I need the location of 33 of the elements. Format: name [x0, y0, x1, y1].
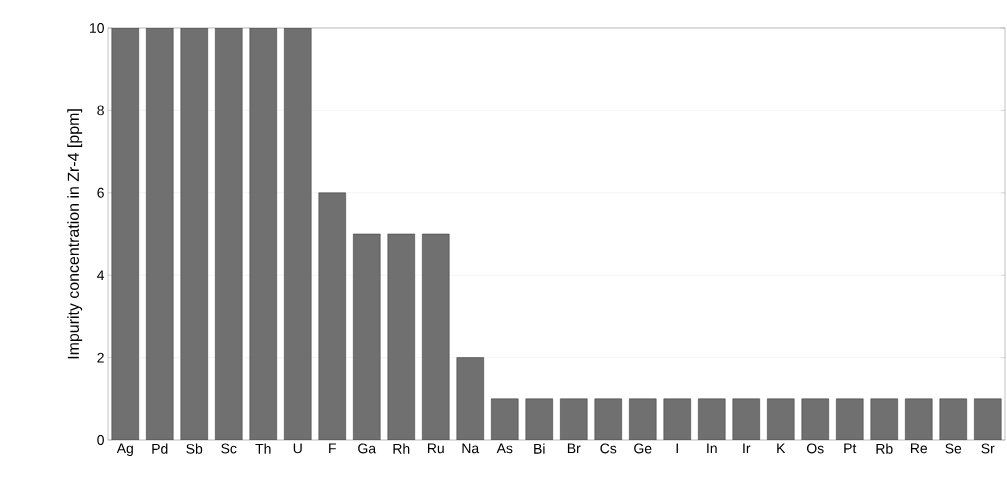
- x-tick-label: Pd: [152, 443, 168, 454]
- x-tick-label: I: [676, 443, 678, 454]
- x-tick-label: Sb: [186, 443, 203, 454]
- x-tick-label: U: [293, 443, 302, 454]
- y-tick-label: 2: [97, 352, 104, 363]
- x-tick-label: Rh: [393, 443, 410, 454]
- y-axis-title: Impurity concentration in Zr-4 [ppm]: [67, 109, 83, 359]
- x-tick-label: Cs: [600, 443, 617, 454]
- x-tick-label: Sr: [981, 443, 995, 454]
- x-tick-label: Ru: [427, 443, 444, 454]
- x-tick-label: Bi: [534, 443, 545, 454]
- x-tick-label: Se: [945, 443, 962, 454]
- x-tick-label: Rb: [876, 443, 893, 454]
- x-tick-label: Br: [567, 443, 581, 454]
- y-tick-label: 8: [97, 105, 104, 116]
- y-tick-label: 6: [97, 187, 104, 198]
- x-tick-label: K: [777, 443, 786, 454]
- y-tick-label: 10: [90, 23, 104, 33]
- x-tick-label: Th: [255, 443, 271, 454]
- y-tick-label: 4: [97, 270, 105, 280]
- y-tick-label: 0: [97, 435, 104, 445]
- x-tick-label: Ir: [743, 443, 751, 454]
- x-tick-label: Sc: [221, 443, 237, 454]
- x-tick-label: F: [329, 443, 336, 454]
- x-tick-label: Os: [807, 443, 824, 454]
- x-tick-label: In: [707, 443, 717, 454]
- x-tick-label: As: [496, 443, 513, 454]
- x-tick-label: Re: [910, 443, 928, 454]
- x-tick-label: Pt: [844, 443, 857, 454]
- x-tick-label: Ag: [116, 443, 133, 457]
- x-tick-label: Ge: [634, 443, 652, 454]
- x-tick-label: Na: [462, 443, 480, 454]
- x-tick-label: Ga: [358, 443, 377, 454]
